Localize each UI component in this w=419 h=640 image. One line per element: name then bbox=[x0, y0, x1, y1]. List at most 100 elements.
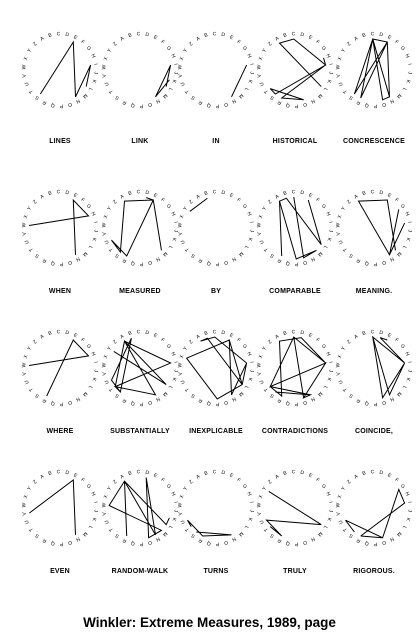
ring-letter: B bbox=[362, 470, 368, 477]
ring-letter: L bbox=[87, 86, 94, 92]
ring-letter: B bbox=[362, 32, 368, 39]
ring-letter: C bbox=[292, 469, 296, 475]
ring-letter: X bbox=[337, 494, 344, 500]
ring-letter: M bbox=[395, 530, 402, 537]
ring-letter: P bbox=[215, 261, 219, 267]
ring-letter: M bbox=[81, 530, 88, 537]
ring-letter: B bbox=[128, 330, 134, 337]
ring-letter: Q bbox=[285, 260, 290, 267]
ring-letter: H bbox=[324, 491, 331, 497]
ring-letter: M bbox=[316, 530, 323, 537]
ring-letter: Z bbox=[112, 479, 118, 485]
ring-letter: S bbox=[114, 252, 121, 259]
poem-word: CONTRADICTIONS bbox=[261, 428, 329, 435]
ring-letter: C bbox=[57, 469, 61, 475]
ring-letter: Y bbox=[261, 485, 268, 492]
ring-letter: E bbox=[152, 332, 158, 339]
poem-word: RANDOM-WALK bbox=[111, 568, 169, 575]
ring-letter: L bbox=[243, 524, 250, 530]
ring-letter: P bbox=[139, 103, 143, 109]
ring-letter: P bbox=[373, 261, 377, 267]
word-path bbox=[111, 197, 162, 257]
poem-cell: A B C D E F G H I J K L M N O P Q R S T U V W X Y Z MEANING. bbox=[334, 188, 414, 338]
ring-letter: U bbox=[24, 239, 31, 245]
ring-letter: E bbox=[386, 332, 392, 339]
ring-letter: N bbox=[154, 395, 160, 402]
ring-letter: U bbox=[338, 519, 345, 525]
poem-cell: A B C D E F G H I J K L M N O P Q R S T U V W X Y Z SUBSTANTIALLY bbox=[100, 328, 180, 478]
ring-letter: M bbox=[161, 92, 168, 99]
ring-letter: T bbox=[184, 526, 191, 532]
ring-letter: R bbox=[355, 99, 361, 106]
ring-letter: R bbox=[355, 257, 361, 264]
ring-letter: Q bbox=[130, 102, 135, 109]
poem-cell: A B C D E F G H I J K L M N O P Q R S T U V W X Y Z CONCRESCENCE bbox=[334, 30, 414, 180]
ring-letter: X bbox=[103, 494, 110, 500]
ring-letter: L bbox=[401, 86, 408, 92]
ring-letter: V bbox=[21, 73, 28, 78]
ring-letter: T bbox=[263, 386, 270, 392]
ring-letter: G bbox=[320, 45, 327, 52]
ring-letter: H bbox=[324, 211, 331, 217]
ring-letter: W bbox=[177, 502, 183, 507]
poem-word: IN bbox=[212, 138, 220, 145]
ring-letter: A bbox=[195, 193, 201, 200]
ring-letter: W bbox=[101, 502, 107, 507]
ring-letter: A bbox=[119, 35, 125, 42]
ring-letter: W bbox=[335, 222, 341, 227]
ring-letter: S bbox=[34, 532, 41, 539]
ring-letter: J bbox=[248, 71, 254, 74]
ring-letter: A bbox=[195, 35, 201, 42]
ring-letter: C bbox=[213, 31, 217, 37]
ring-letter: K bbox=[325, 237, 332, 243]
ring-letter: J bbox=[406, 509, 412, 512]
ring-letter: R bbox=[41, 397, 47, 404]
poem-word: BY bbox=[210, 288, 222, 295]
ring-letter: J bbox=[92, 71, 98, 74]
ring-letter: Z bbox=[346, 199, 352, 205]
ring-letter: K bbox=[404, 517, 411, 523]
word-path bbox=[357, 199, 406, 256]
ring-letter: S bbox=[34, 94, 41, 101]
ring-letter: S bbox=[269, 392, 276, 399]
word-path bbox=[29, 339, 90, 397]
ring-letter: K bbox=[325, 79, 332, 85]
ring-letter: X bbox=[23, 56, 30, 62]
poem-word: INEXPLICABLE bbox=[189, 428, 243, 435]
word-path bbox=[187, 519, 232, 537]
ring-letter: R bbox=[121, 537, 127, 544]
poem-word: CONCRESCENCE bbox=[343, 138, 405, 145]
word-path bbox=[39, 40, 92, 98]
ring-letter: M bbox=[395, 250, 402, 257]
ring-letter: U bbox=[338, 379, 345, 385]
word-path bbox=[353, 38, 391, 101]
ring-letter: O bbox=[223, 101, 229, 108]
ring-letter: Y bbox=[340, 205, 347, 212]
ring-letter: G bbox=[165, 203, 172, 210]
ring-letter: E bbox=[386, 192, 392, 199]
ring-letter: P bbox=[373, 541, 377, 547]
poem-word: TURNS bbox=[203, 568, 229, 575]
ring-letter: A bbox=[353, 193, 359, 200]
ring-letter: O bbox=[302, 101, 308, 108]
ring-letter: G bbox=[85, 343, 92, 350]
ring-letter: K bbox=[246, 237, 253, 243]
ring-letter: M bbox=[161, 530, 168, 537]
ring-letter: C bbox=[292, 329, 296, 335]
ring-letter: B bbox=[204, 32, 210, 39]
ring-letter: U bbox=[24, 379, 31, 385]
ring-letter: T bbox=[263, 246, 270, 252]
ring-letter: H bbox=[169, 53, 176, 59]
ring-letter: U bbox=[24, 81, 31, 87]
ring-letter: Y bbox=[340, 485, 347, 492]
ring-letter: T bbox=[108, 88, 115, 94]
ring-letter: R bbox=[276, 257, 282, 264]
ring-letter: N bbox=[309, 255, 315, 262]
ring-letter: R bbox=[355, 537, 361, 544]
